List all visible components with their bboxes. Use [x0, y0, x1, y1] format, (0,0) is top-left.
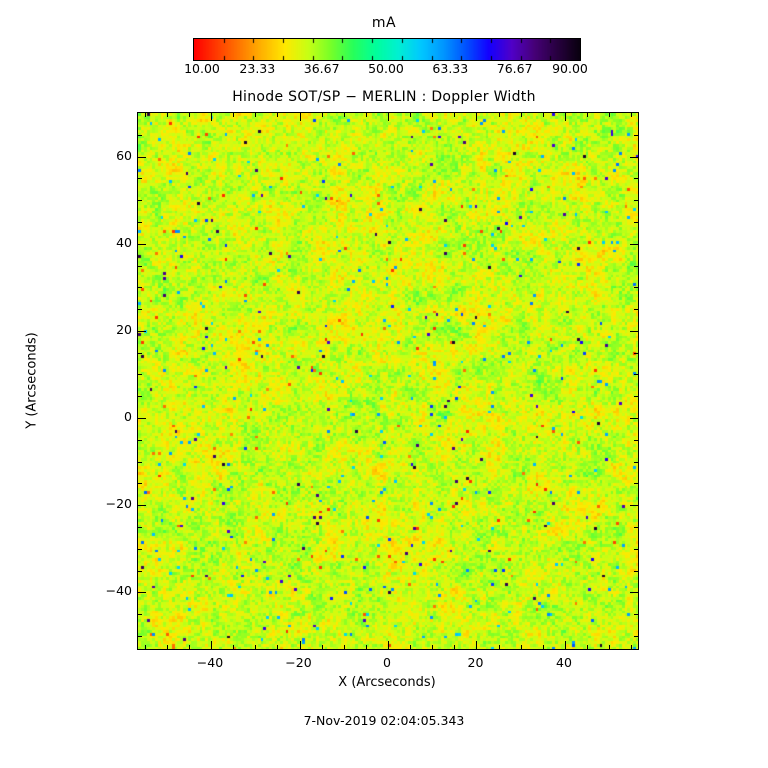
colorbar-unit-label: mA: [371, 15, 397, 31]
x-axis-tick-label: 20: [467, 655, 484, 670]
x-axis-tick-labels: −40 −20 0 20 40: [137, 655, 637, 671]
plot-area: [137, 112, 639, 650]
y-axis-tick-label: −40: [105, 583, 132, 599]
colorbar-tick-label: 63.33: [432, 61, 469, 76]
colorbar-tick-label: 23.33: [239, 61, 276, 76]
colorbar-tick-label: 36.67: [303, 61, 340, 76]
y-axis-tick-labels: 60 40 20 0 −20 −40: [88, 112, 132, 648]
x-axis-tick-label: 40: [556, 655, 572, 670]
y-axis-title: Y (Arcseconds): [24, 332, 40, 429]
x-axis-tick-label: 0: [383, 655, 391, 670]
plot-title: Hinode SOT/SP − MERLIN : Doppler Width: [232, 89, 536, 105]
x-axis-tick-label: −40: [196, 655, 224, 670]
y-axis-tick-label: −20: [105, 496, 132, 512]
colorbar-tick-label: 10.00: [184, 61, 220, 76]
colorbar-tick-label: 50.00: [368, 61, 404, 76]
y-axis-tick-label: 40: [116, 234, 132, 250]
y-axis-tick-label: 20: [116, 321, 132, 337]
colorbar-tick-label: 76.67: [496, 61, 533, 76]
colorbar-gradient: [194, 39, 580, 60]
x-axis-title: X (Arcseconds): [338, 675, 436, 690]
y-axis-tick-label: 0: [124, 409, 132, 425]
colorbar-tick-label: 90.00: [552, 61, 588, 76]
y-axis-tick-label: 60: [116, 147, 132, 163]
colorbar-tick-labels: 10.00 23.33 36.67 50.00 63.33 76.67 90.00: [175, 61, 597, 77]
doppler-width-heatmap: [138, 113, 638, 649]
timestamp-label: 7-Nov-2019 02:04:05.343: [303, 713, 465, 728]
x-axis-tick-label: −20: [285, 655, 312, 670]
colorbar: [193, 38, 581, 61]
